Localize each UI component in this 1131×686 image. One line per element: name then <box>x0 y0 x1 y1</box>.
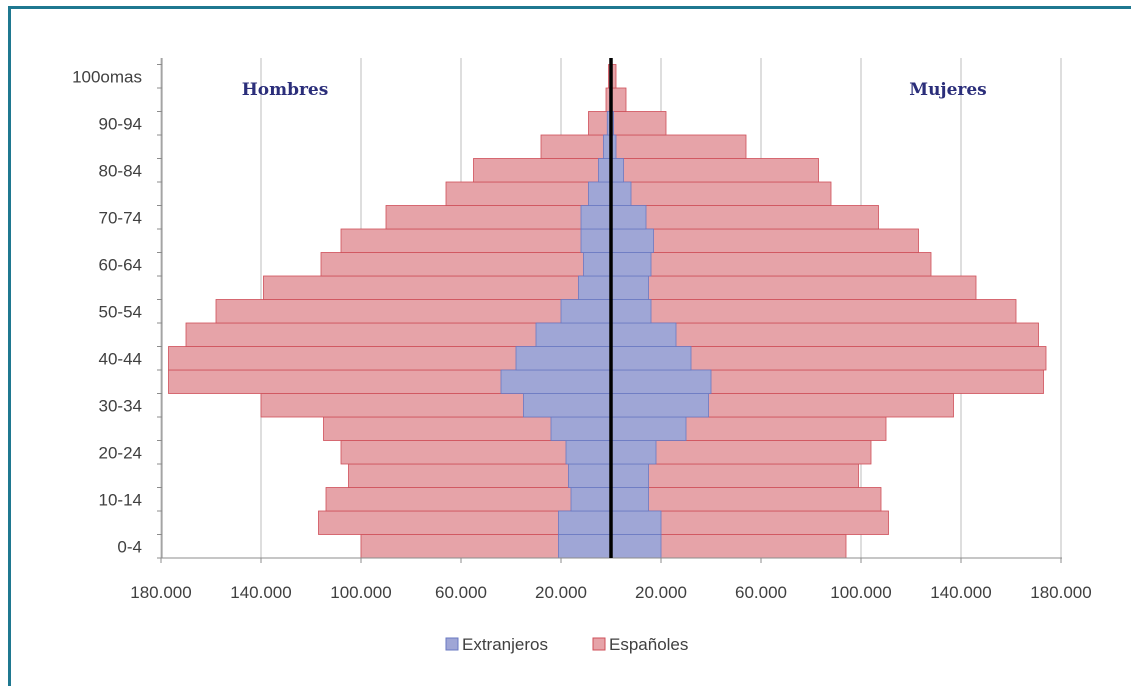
extranjeros-men-bar-30-34 <box>523 393 612 418</box>
extranjeros-men-bar-45-49 <box>535 322 612 347</box>
y-tick-label-10-14: 10-14 <box>99 490 142 509</box>
extranjeros-men-bar-40-44 <box>515 346 612 371</box>
extranjeros-women-bar-55-59 <box>610 275 649 300</box>
left-title: Hombres <box>242 80 329 100</box>
legend-swatch-extranjeros <box>445 637 459 651</box>
y-tick-label-50-54: 50-54 <box>99 302 142 321</box>
y-tick-label-80-84: 80-84 <box>99 161 142 180</box>
extranjeros-men-bar-55-59 <box>578 275 612 300</box>
espanoles-men-bar-75-79 <box>445 181 612 206</box>
espanoles-men-bar-60-64 <box>320 252 612 277</box>
espanoles-men-bar-10-14 <box>325 487 612 512</box>
extranjeros-men-bar-25-29 <box>550 416 612 441</box>
extranjeros-men-bar-65-69 <box>580 228 612 253</box>
espanoles-women-bar-10-14 <box>610 487 882 512</box>
axes <box>157 58 1062 563</box>
extranjeros-men-bar-15-19 <box>568 463 612 488</box>
extranjeros-men-bar-60-64 <box>583 252 612 277</box>
y-tick-label-90-94: 90-94 <box>99 114 142 133</box>
y-tick-label-40-44: 40-44 <box>99 349 142 368</box>
right-title: Mujeres <box>909 80 987 100</box>
espanoles-women-bar-50-54 <box>610 299 1017 324</box>
y-tick-label-30-34: 30-34 <box>99 396 142 415</box>
extranjeros-men-bar-5-9 <box>558 510 612 535</box>
extranjeros-women-bar-0-4 <box>610 534 662 559</box>
y-tick-label-70-74: 70-74 <box>99 208 142 227</box>
extranjeros-men-bar-20-24 <box>565 440 612 465</box>
extranjeros-women-bar-30-34 <box>610 393 709 418</box>
extranjeros-women-bar-65-69 <box>610 228 654 253</box>
espanoles-men-bar-80-84 <box>473 158 612 183</box>
espanoles-women-bar-80-84 <box>610 158 819 183</box>
extranjeros-women-bar-45-49 <box>610 322 677 347</box>
x-tick-label-3: 60.000 <box>435 583 487 602</box>
extranjeros-men-bar-50-54 <box>560 299 612 324</box>
extranjeros-women-bar-10-14 <box>610 487 649 512</box>
x-tick-label-2: 100.000 <box>330 583 391 602</box>
espanoles-men-bar-50-54 <box>215 299 612 324</box>
extranjeros-men-bar-10-14 <box>570 487 612 512</box>
legend-label-espanoles: Españoles <box>609 635 688 654</box>
x-tick-label-5: 20.000 <box>635 583 687 602</box>
extranjeros-women-bar-40-44 <box>610 346 692 371</box>
extranjeros-women-bar-35-39 <box>610 369 712 394</box>
espanoles-women-bar-60-64 <box>610 252 932 277</box>
espanoles-women-bar-55-59 <box>610 275 977 300</box>
espanoles-men-bar-65-69 <box>340 228 612 253</box>
extranjeros-women-bar-70-74 <box>610 205 647 230</box>
espanoles-women-bar-95-99 <box>610 87 627 112</box>
x-tick-label-1: 140.000 <box>230 583 291 602</box>
espanoles-women-bar-90-94 <box>610 111 667 136</box>
extranjeros-women-bar-5-9 <box>610 510 662 535</box>
espanoles-women-bar-70-74 <box>610 205 879 230</box>
extranjeros-women-bar-80-84 <box>610 158 624 183</box>
legend-label-extranjeros: Extranjeros <box>462 635 548 654</box>
y-tick-label-20-24: 20-24 <box>99 443 142 462</box>
x-tick-label-8: 140.000 <box>930 583 991 602</box>
extranjeros-women-bar-60-64 <box>610 252 652 277</box>
y-tick-label-60-64: 60-64 <box>99 255 142 274</box>
legend-swatch-espanoles <box>592 637 606 651</box>
espanoles-bars <box>168 64 1047 559</box>
x-tick-label-4: 20.000 <box>535 583 587 602</box>
y-tick-labels: 0-4 10-14 20-24 30-34 40-44 50-54 60-64 70-74 80… <box>72 67 142 556</box>
extranjeros-men-bar-35-39 <box>500 369 612 394</box>
y-tick-label-100omas: 100omas <box>72 67 142 86</box>
espanoles-women-bar-65-69 <box>610 228 919 253</box>
extranjeros-women-bar-15-19 <box>610 463 649 488</box>
espanoles-men-bar-70-74 <box>385 205 612 230</box>
extranjeros-men-bar-0-4 <box>558 534 612 559</box>
extranjeros-men-bar-70-74 <box>580 205 612 230</box>
extranjeros-women-bar-75-79 <box>610 181 632 206</box>
espanoles-men-bar-55-59 <box>263 275 612 300</box>
x-tick-label-9: 180.000 <box>1030 583 1091 602</box>
x-tick-label-7: 100.000 <box>830 583 891 602</box>
extranjeros-men-bar-75-79 <box>588 181 612 206</box>
extranjeros-women-bar-50-54 <box>610 299 652 324</box>
espanoles-men-bar-85-89 <box>540 134 612 159</box>
y-tick-label-0-4: 0-4 <box>117 537 142 556</box>
espanoles-women-bar-85-89 <box>610 134 747 159</box>
espanoles-women-bar-75-79 <box>610 181 832 206</box>
x-tick-labels: 180.000 140.000 100.000 60.000 20.000 20.000 6… <box>130 583 1091 602</box>
x-tick-label-6: 60.000 <box>735 583 787 602</box>
extranjeros-women-bar-20-24 <box>610 440 657 465</box>
extranjeros-women-bar-25-29 <box>610 416 687 441</box>
x-tick-label-0: 180.000 <box>130 583 191 602</box>
legend: Extranjeros Españoles <box>445 635 688 654</box>
extranjeros-men-bar-80-84 <box>598 158 612 183</box>
